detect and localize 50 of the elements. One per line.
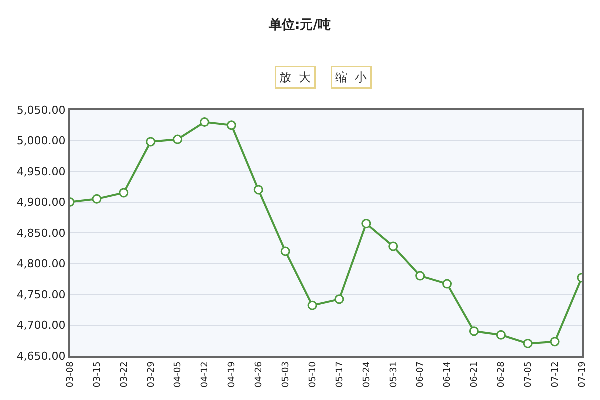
x-tick-label: 03-29: [146, 361, 157, 388]
x-tick-label: 05-24: [362, 361, 372, 388]
x-tick-label: 07-12: [550, 362, 561, 388]
x-tick-label: 04-12: [200, 362, 211, 388]
point: [200, 118, 210, 128]
point: [362, 219, 372, 229]
point: [92, 194, 102, 204]
x-tick-label: 06-21: [470, 362, 480, 388]
y-tick-label: 4,800.00: [16, 258, 66, 271]
x-tick-label: 06-28: [497, 361, 508, 388]
point: [496, 330, 506, 340]
x-tick-label: 05-10: [308, 361, 318, 388]
x-tick-label: 07-19: [578, 361, 588, 388]
text: 放 大: [280, 70, 312, 84]
y-tick-label: 5,000.00: [16, 134, 66, 148]
y-tick-label: 4,850.00: [16, 226, 66, 240]
point: [523, 338, 533, 348]
y-tick-label: 4,900.00: [16, 196, 66, 210]
point: [550, 337, 560, 347]
point: [146, 137, 156, 147]
x-tick-label: 04-05: [174, 362, 184, 388]
point: [334, 294, 344, 304]
y-tick-label: 4,650.00: [16, 350, 66, 363]
x-tick-label: 06-14: [443, 361, 454, 388]
x-tick-label: 05-03: [282, 362, 292, 388]
x-tick-label: 04-19: [228, 361, 238, 388]
y-tick-label: 4,700.00: [16, 319, 66, 332]
x-tick-label: 05-31: [389, 362, 400, 388]
point: [469, 326, 479, 336]
x-tick-label: 03-08: [66, 361, 76, 388]
point: [442, 279, 452, 289]
point: [416, 271, 426, 281]
x-tick-label: 07-05: [524, 362, 534, 388]
point: [173, 134, 183, 144]
point: [119, 188, 129, 198]
point: [280, 246, 290, 256]
point: [308, 300, 318, 310]
point: [388, 242, 398, 252]
x-tick-label: 06-07: [416, 362, 426, 388]
point: [226, 120, 236, 130]
x-tick-label: 03-15: [92, 362, 103, 388]
y-tick-label: 4,950.00: [16, 165, 66, 178]
y-tick-label: 5,050.00: [16, 104, 66, 117]
x-tick-label: 04-26: [254, 361, 265, 388]
point: [254, 185, 264, 195]
x-tick-label: 05-17: [335, 362, 346, 388]
y-tick-label: 4,750.00: [16, 288, 66, 302]
chart-title: 单位:元/吨: [268, 17, 331, 34]
x-tick-label: 03-22: [120, 362, 130, 388]
text: 缩 小: [336, 70, 368, 84]
